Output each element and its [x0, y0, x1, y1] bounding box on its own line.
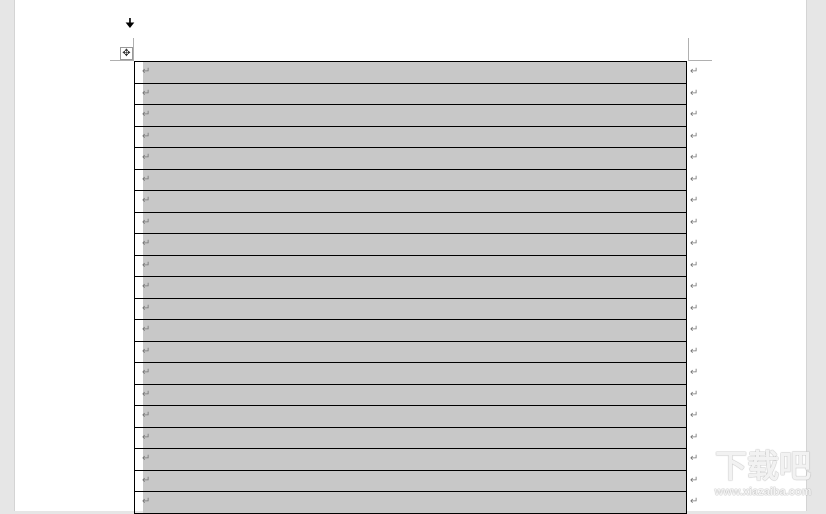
- paragraph-mark: ↵: [142, 324, 151, 335]
- watermark: 下载吧 www.xiazaiba.com: [708, 447, 818, 499]
- table-row[interactable]: ↵ ↵: [134, 362, 698, 384]
- paragraph-mark: ↵: [142, 410, 151, 421]
- paragraph-mark: ↵: [142, 195, 151, 206]
- row-end-mark: ↵: [690, 152, 699, 163]
- paragraph-mark: ↵: [142, 109, 151, 120]
- paragraph-mark: ↵: [142, 66, 151, 77]
- selected-cell[interactable]: [143, 234, 686, 255]
- table-row[interactable]: ↵ ↵: [134, 491, 698, 514]
- paragraph-mark: ↵: [142, 302, 151, 314]
- margin-corner-mark: [688, 38, 689, 61]
- selected-cell[interactable]: [143, 105, 686, 126]
- table-row[interactable]: ↵ ↵: [134, 383, 698, 405]
- selected-cell[interactable]: [143, 470, 686, 491]
- paragraph-mark: ↵: [142, 152, 151, 163]
- paragraph-mark: ↵: [142, 345, 151, 357]
- selected-cell[interactable]: [143, 212, 686, 233]
- document-table[interactable]: ↵ ↵ ↵ ↵ ↵ ↵ ↵ ↵ ↵ ↵ ↵ ↵ ↵ ↵ ↵ ↵ ↵ ↵ ↵ ↵ ↵ ↵ ↵ ↵ ↵ ↵ ↵ ↵ ↵ ↵ ↵ ↵ ↵ ↵ ↵ ↵ ↵ ↵ ↵ ↵…: [134, 61, 698, 514]
- table-row[interactable]: ↵ ↵: [134, 190, 698, 212]
- paragraph-mark: ↵: [142, 496, 151, 507]
- paragraph-mark: ↵: [142, 238, 151, 249]
- table-row[interactable]: ↵ ↵: [134, 469, 698, 491]
- row-end-mark: ↵: [690, 195, 699, 206]
- row-end-mark: ↵: [690, 496, 699, 507]
- selected-cell[interactable]: [143, 449, 686, 470]
- table-row[interactable]: ↵ ↵: [134, 125, 698, 147]
- row-end-mark: ↵: [690, 281, 699, 292]
- row-end-mark: ↵: [690, 367, 699, 378]
- selected-cell[interactable]: [143, 83, 686, 104]
- row-end-mark: ↵: [690, 388, 699, 400]
- selected-cell[interactable]: [143, 363, 686, 384]
- selected-cell[interactable]: [143, 62, 686, 83]
- row-end-mark: ↵: [690, 173, 699, 185]
- row-end-mark: ↵: [690, 431, 699, 443]
- table-row[interactable]: ↵ ↵: [134, 61, 698, 83]
- row-end-mark: ↵: [690, 410, 699, 421]
- selected-cell[interactable]: [143, 492, 686, 513]
- selected-cell[interactable]: [143, 320, 686, 341]
- table-row[interactable]: ↵ ↵: [134, 168, 698, 190]
- row-end-mark: ↵: [690, 345, 699, 357]
- row-end-mark: ↵: [690, 474, 699, 486]
- selected-cell[interactable]: [143, 341, 686, 362]
- table-row[interactable]: ↵ ↵: [134, 426, 698, 448]
- row-end-mark: ↵: [690, 302, 699, 314]
- table-row[interactable]: ↵ ↵: [134, 147, 698, 169]
- row-end-mark: ↵: [690, 87, 699, 99]
- selected-cell[interactable]: [143, 126, 686, 147]
- selected-cell[interactable]: [143, 255, 686, 276]
- watermark-url: www.xiazaiba.com: [714, 486, 812, 498]
- row-end-mark: ↵: [690, 238, 699, 249]
- paragraph-mark: ↵: [142, 431, 151, 443]
- table-move-handle[interactable]: ✥: [120, 47, 133, 60]
- paragraph-mark: ↵: [142, 87, 151, 99]
- column-select-arrow-icon: 🠋: [125, 16, 135, 30]
- selected-cell[interactable]: [143, 169, 686, 190]
- table-row[interactable]: ↵ ↵: [134, 319, 698, 341]
- selected-cell[interactable]: [143, 406, 686, 427]
- row-end-mark: ↵: [690, 216, 699, 228]
- paragraph-mark: ↵: [142, 173, 151, 185]
- table-row[interactable]: ↵ ↵: [134, 104, 698, 126]
- table-row[interactable]: ↵ ↵: [134, 405, 698, 427]
- selected-cell[interactable]: [143, 427, 686, 448]
- paragraph-mark: ↵: [142, 259, 151, 271]
- four-way-move-icon: ✥: [122, 48, 131, 59]
- paragraph-mark: ↵: [142, 216, 151, 228]
- paragraph-mark: ↵: [142, 130, 151, 142]
- selected-cell[interactable]: [143, 277, 686, 298]
- table-row[interactable]: ↵ ↵: [134, 297, 698, 319]
- table-row[interactable]: ↵ ↵: [134, 276, 698, 298]
- row-end-mark: ↵: [690, 259, 699, 271]
- row-end-mark: ↵: [690, 324, 699, 335]
- selected-cell[interactable]: [143, 384, 686, 405]
- table-row[interactable]: ↵ ↵: [134, 82, 698, 104]
- margin-corner-mark: [110, 60, 134, 61]
- margin-corner-mark: [688, 60, 712, 61]
- row-end-mark: ↵: [690, 453, 699, 464]
- table-row[interactable]: ↵ ↵: [134, 211, 698, 233]
- paragraph-mark: ↵: [142, 388, 151, 400]
- row-end-mark: ↵: [690, 109, 699, 120]
- paragraph-mark: ↵: [142, 367, 151, 378]
- row-end-mark: ↵: [690, 130, 699, 142]
- table-row[interactable]: ↵ ↵: [134, 448, 698, 470]
- watermark-title: 下载吧: [714, 448, 811, 484]
- paragraph-mark: ↵: [142, 474, 151, 486]
- selected-cell[interactable]: [143, 298, 686, 319]
- selected-cell[interactable]: [143, 148, 686, 169]
- paragraph-mark: ↵: [142, 453, 151, 464]
- table-row[interactable]: ↵ ↵: [134, 340, 698, 362]
- table-row[interactable]: ↵ ↵: [134, 233, 698, 255]
- row-end-mark: ↵: [690, 66, 699, 77]
- paragraph-mark: ↵: [142, 281, 151, 292]
- table-row[interactable]: ↵ ↵: [134, 254, 698, 276]
- selected-cell[interactable]: [143, 191, 686, 212]
- margin-corner-mark: [133, 38, 134, 61]
